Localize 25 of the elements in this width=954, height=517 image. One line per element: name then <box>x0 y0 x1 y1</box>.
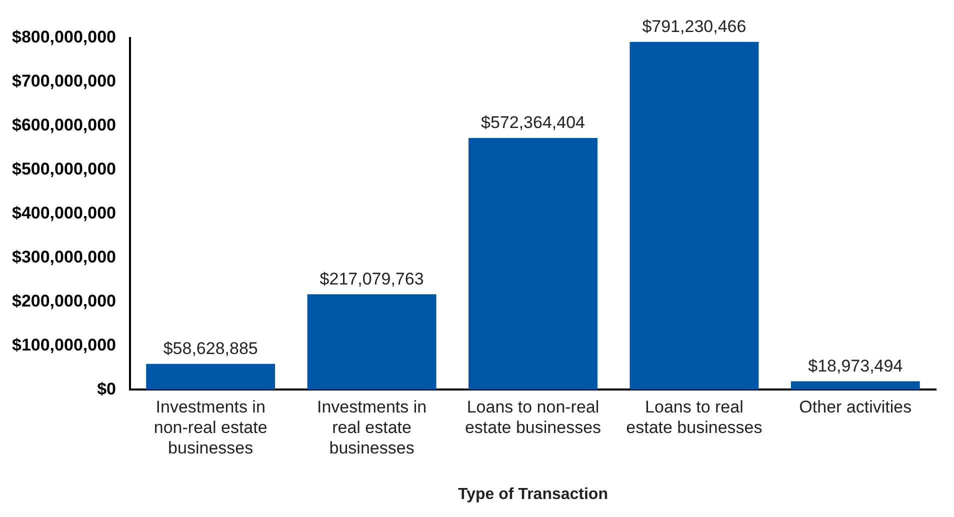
y-tick-label: $0 <box>97 379 116 398</box>
x-axis-title: Type of Transaction <box>458 486 608 503</box>
y-tick-label: $800,000,000 <box>12 28 116 47</box>
x-tick-label: Other activities <box>799 397 912 416</box>
x-tick-label: Loans to non-real estate businesses <box>464 397 602 437</box>
bar <box>307 294 436 390</box>
data-label: $572,364,404 <box>480 113 585 132</box>
bar <box>146 364 276 390</box>
data-label: $58,628,885 <box>163 339 258 358</box>
y-tick-label: $200,000,000 <box>12 291 116 310</box>
x-tick-label: Investments in non-real estate businesses <box>154 397 268 458</box>
x-tick-label: Investments in real estate businesses <box>316 397 427 458</box>
data-label: $18,973,494 <box>808 356 903 376</box>
y-tick-label: $700,000,000 <box>12 72 116 91</box>
y-tick-label: $100,000,000 <box>12 335 116 354</box>
y-tick-label: $300,000,000 <box>12 247 116 266</box>
y-tick-label: $500,000,000 <box>12 160 116 179</box>
x-tick-label: Loans to real estate businesses <box>626 397 762 437</box>
data-label: $217,079,763 <box>320 269 424 288</box>
y-tick-label: $400,000,000 <box>12 203 116 222</box>
y-tick-label: $600,000,000 <box>12 116 116 135</box>
bar <box>468 138 598 390</box>
bar <box>630 42 759 390</box>
data-label: $791,230,466 <box>642 17 746 36</box>
bar <box>790 381 920 390</box>
